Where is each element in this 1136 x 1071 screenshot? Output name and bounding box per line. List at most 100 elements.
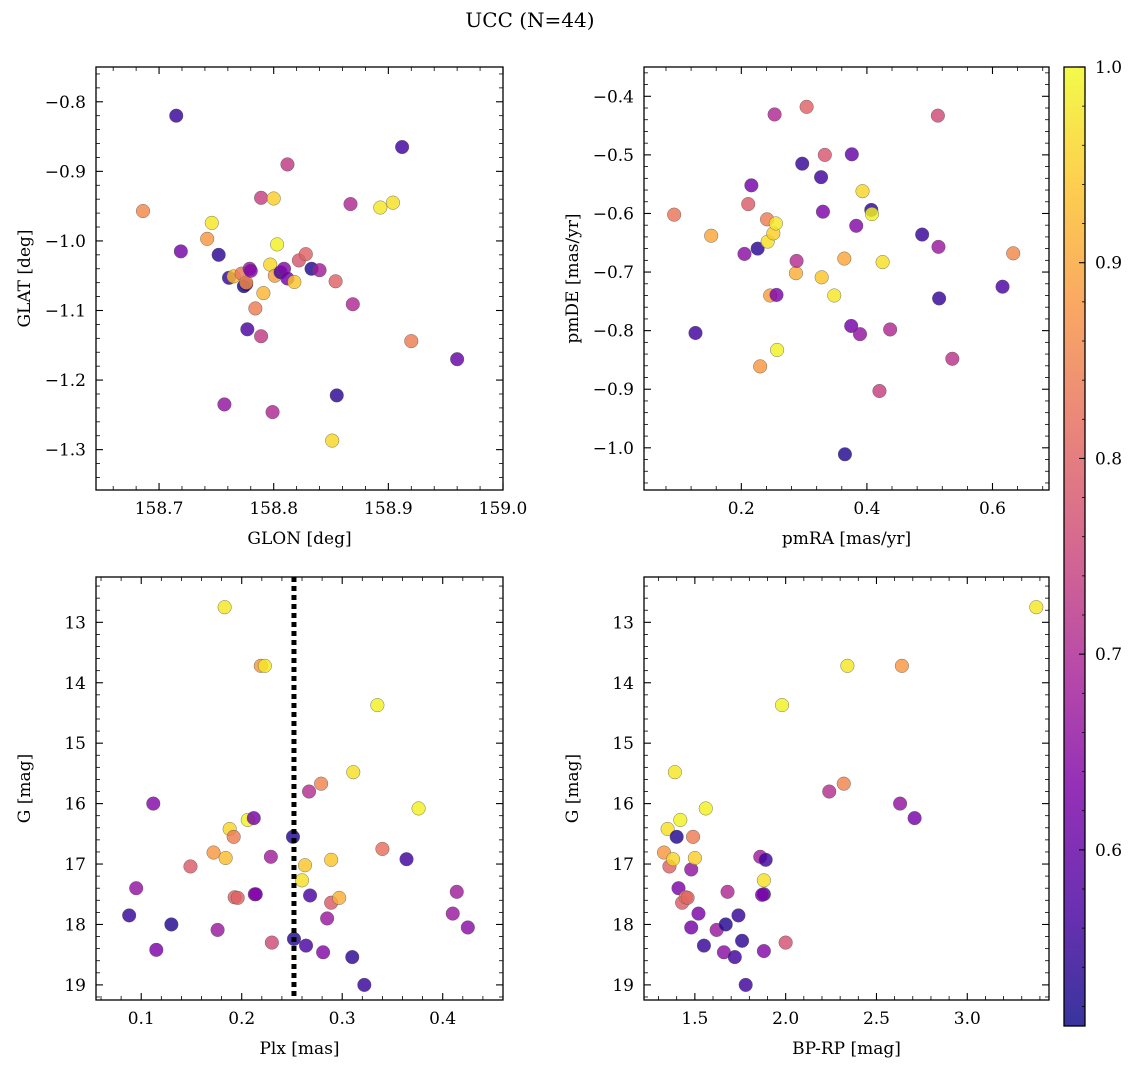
x-tick-label: 1.5 bbox=[681, 1009, 708, 1029]
data-point bbox=[257, 658, 272, 673]
data-point bbox=[931, 239, 946, 254]
colorbar-tick-label: 0.7 bbox=[1095, 645, 1122, 665]
data-point bbox=[395, 140, 410, 155]
x-tick-label: 0.4 bbox=[429, 1009, 456, 1029]
data-point bbox=[149, 942, 164, 957]
data-point bbox=[332, 890, 347, 905]
scatter-points bbox=[122, 600, 475, 992]
data-point bbox=[667, 765, 682, 780]
data-point bbox=[264, 935, 279, 950]
data-point bbox=[204, 215, 219, 230]
data-point bbox=[814, 270, 829, 285]
data-point bbox=[849, 218, 864, 233]
data-point bbox=[778, 935, 793, 950]
colorbar-tick-label: 1.0 bbox=[1095, 58, 1122, 78]
y-tick-label: 17 bbox=[64, 855, 86, 875]
data-point bbox=[718, 917, 733, 932]
y-tick-label: 13 bbox=[64, 613, 86, 633]
data-point bbox=[769, 287, 784, 302]
panels: 158.7 158.8 158.9 159.0 −0.8 −0.9 −1.0 −1.1 −1.2… bbox=[15, 66, 1050, 1059]
y-tick-label: −0.9 bbox=[593, 380, 634, 400]
y-tick-label: −1.3 bbox=[45, 441, 86, 461]
data-point bbox=[164, 917, 179, 932]
data-point bbox=[280, 157, 295, 172]
colorbar-tick-label: 0.9 bbox=[1095, 254, 1122, 274]
data-point bbox=[345, 950, 360, 965]
data-point bbox=[735, 933, 750, 948]
plot-frame bbox=[643, 576, 1050, 1001]
data-point bbox=[837, 447, 852, 462]
y-axis-label: pmDE [mas/yr] bbox=[563, 213, 583, 343]
data-point bbox=[248, 887, 263, 902]
data-point bbox=[343, 197, 358, 212]
data-point bbox=[738, 977, 753, 992]
data-point bbox=[673, 812, 688, 827]
colorbar-ticks: 0.6 0.7 0.8 0.9 1.0 bbox=[1079, 58, 1122, 1007]
y-tick-label: −1.0 bbox=[593, 439, 634, 459]
data-point bbox=[698, 801, 713, 816]
data-point bbox=[755, 887, 770, 902]
data-point bbox=[316, 945, 331, 960]
y-tick-label: 19 bbox=[612, 976, 634, 996]
data-point bbox=[840, 658, 855, 673]
data-point bbox=[855, 184, 870, 199]
data-point bbox=[727, 950, 742, 965]
data-point bbox=[370, 698, 385, 713]
colorbar-tick-label: 0.6 bbox=[1095, 841, 1122, 861]
data-point bbox=[822, 784, 837, 799]
data-point bbox=[146, 796, 161, 811]
data-point bbox=[930, 108, 945, 123]
data-point bbox=[788, 266, 803, 281]
data-point bbox=[907, 811, 922, 826]
x-tick-label: 3.0 bbox=[954, 1009, 981, 1029]
data-point bbox=[254, 329, 269, 344]
data-point bbox=[375, 841, 390, 856]
data-point bbox=[239, 275, 254, 290]
data-point bbox=[814, 170, 829, 185]
x-tick-label: 158.8 bbox=[249, 499, 298, 519]
data-point bbox=[883, 322, 898, 337]
figure-title: UCC (N=44) bbox=[465, 8, 594, 32]
data-point bbox=[240, 322, 255, 337]
data-point bbox=[741, 197, 756, 212]
data-point bbox=[449, 884, 464, 899]
data-point bbox=[680, 890, 695, 905]
data-point bbox=[254, 190, 269, 205]
data-point bbox=[246, 811, 261, 826]
data-point bbox=[357, 977, 372, 992]
data-point bbox=[686, 829, 701, 844]
x-tick-label: 0.6 bbox=[979, 499, 1006, 519]
data-point bbox=[265, 405, 280, 420]
data-point bbox=[768, 216, 783, 231]
data-point bbox=[756, 873, 771, 888]
data-point bbox=[753, 359, 768, 374]
y-tick-label: −0.9 bbox=[45, 162, 86, 182]
data-point bbox=[329, 388, 344, 403]
panel-top-left: 158.7 158.8 158.9 159.0 −0.8 −0.9 −1.0 −1.1 −1.2… bbox=[15, 66, 527, 549]
scatter-points bbox=[136, 108, 465, 448]
x-axis-label: BP-RP [mag] bbox=[792, 1039, 901, 1059]
data-point bbox=[1006, 246, 1021, 261]
x-axis-label: GLON [deg] bbox=[247, 529, 351, 549]
data-point bbox=[775, 698, 790, 713]
plot-frame bbox=[95, 576, 504, 1001]
data-point bbox=[756, 944, 771, 959]
data-point bbox=[945, 351, 960, 366]
y-tick-label: 14 bbox=[64, 674, 86, 694]
data-point bbox=[666, 852, 681, 867]
x-tick-label: 0.3 bbox=[329, 1009, 356, 1029]
y-tick-label: −1.2 bbox=[45, 371, 86, 391]
y-tick-label: 16 bbox=[64, 795, 86, 815]
x-tick-label: 158.7 bbox=[135, 499, 184, 519]
data-point bbox=[795, 156, 810, 171]
y-tick-label: −0.8 bbox=[45, 93, 86, 113]
data-point bbox=[691, 906, 706, 921]
x-tick-label: 2.5 bbox=[863, 1009, 890, 1029]
y-tick-label: −0.7 bbox=[593, 263, 634, 283]
panel-top-right: 0.2 0.4 0.6 −0.4 −0.5 −0.6 −0.7 −0.8 −0.9 −1.0 pmR… bbox=[563, 66, 1050, 549]
data-point bbox=[287, 274, 302, 289]
y-tick-label: 15 bbox=[612, 734, 634, 754]
data-point bbox=[230, 890, 245, 905]
y-tick-label: −1.0 bbox=[45, 232, 86, 252]
